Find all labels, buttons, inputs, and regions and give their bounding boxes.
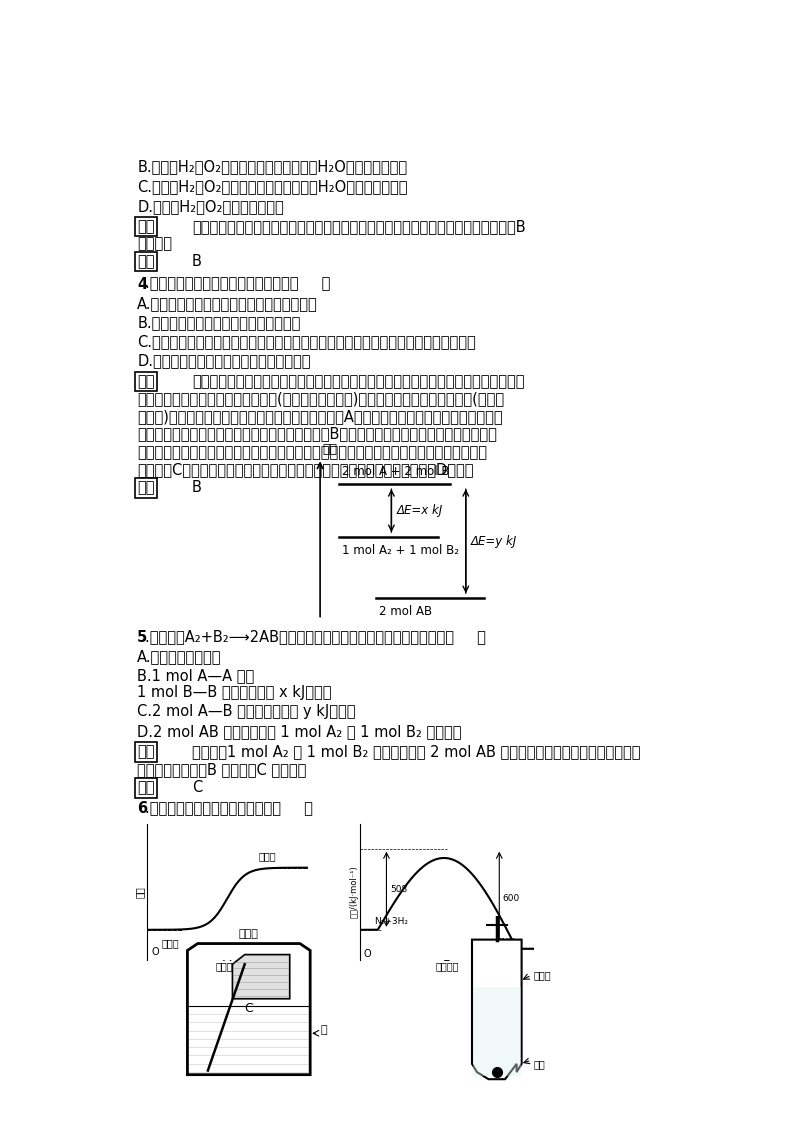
Text: C.反应物H₂和O₂所具有的总能量等于产物H₂O所具有的总能量: C.反应物H₂和O₂所具有的总能量等于产物H₂O所具有的总能量 [138, 179, 408, 194]
Text: 解析: 解析 [138, 745, 154, 760]
Text: ΔE=x kJ: ΔE=x kJ [396, 504, 442, 517]
Text: B.燃料燃烧时只是将化学能转化为了热能: B.燃料燃烧时只是将化学能转化为了热能 [138, 315, 301, 329]
Text: 能量: 能量 [322, 443, 337, 456]
Text: 1 mol B—B 键断裂能放出 x kJ的能量: 1 mol B—B 键断裂能放出 x kJ的能量 [138, 685, 332, 701]
Text: C.生物体内的化学变化过程在能量转化上比在体外发生的一些能量转化更为合理、有效: C.生物体内的化学变化过程在能量转化上比在体外发生的一些能量转化更为合理、有效 [138, 334, 476, 349]
Text: B: B [443, 951, 451, 964]
Text: 的转化过程，生物体内的化学变化过程在能量转化上比体外发生的一些能量转化更为合理、: 的转化过程，生物体内的化学变化过程在能量转化上比体外发生的一些能量转化更为合理、 [138, 445, 487, 460]
Text: 项正确。: 项正确。 [138, 237, 172, 251]
Text: D: D [492, 1002, 502, 1015]
Text: 原反应，过程中化学能转化成了光能、热能等，故B错误；人体内的能量变化是一个能量均衡: 原反应，过程中化学能转化成了光能、热能等，故B错误；人体内的能量变化是一个能量均… [138, 427, 497, 441]
Text: C: C [192, 780, 202, 796]
Text: .有关下列能量转化的认识不正确的是（     ）: .有关下列能量转化的认识不正确的是（ ） [146, 276, 330, 292]
Text: 2 mol AB: 2 mol AB [379, 604, 432, 618]
Text: 5: 5 [138, 629, 147, 644]
Text: 由于该反应为放热反应，因此反应物所具有的总能量高于生成物所具有的总能量，故B: 由于该反应为放热反应，因此反应物所具有的总能量高于生成物所具有的总能量，故B [192, 218, 526, 234]
Text: 解析: 解析 [138, 375, 154, 389]
Text: D.2 mol AB 的总能量高于 1 mol A₂ 和 1 mol B₂ 的总能量: D.2 mol AB 的总能量高于 1 mol A₂ 和 1 mol B₂ 的总… [138, 723, 462, 739]
Text: C.2 mol A—B 键断裂需要吸收 y kJ的能量: C.2 mol A—B 键断裂需要吸收 y kJ的能量 [138, 704, 356, 720]
Text: B.1 mol A—A 键和: B.1 mol A—A 键和 [138, 668, 254, 683]
Text: D.反应物H₂和O₂具有的能量相等: D.反应物H₂和O₂具有的能量相等 [138, 199, 284, 214]
Text: 在可见光的照射下，将二氧化碳和水(细菌为确化氢和水)转化为有机物，并释放出氧气(细菌释: 在可见光的照射下，将二氧化碳和水(细菌为确化氢和水)转化为有机物，并释放出氧气(… [138, 392, 504, 406]
Text: 6: 6 [138, 801, 147, 816]
Text: 有效，故C正确；照明需要光能，人类使用照明设备是将电能转化为光能，故D正确。: 有效，故C正确；照明需要光能，人类使用照明设备是将电能转化为光能，故D正确。 [138, 462, 474, 478]
Text: .化学反应A₂+B₂⟶2AB的能量变化如图所示，则下列说法正确的是（     ）: .化学反应A₂+B₂⟶2AB的能量变化如图所示，则下列说法正确的是（ ） [146, 629, 486, 644]
Text: 1 mol A₂ + 1 mol B₂: 1 mol A₂ + 1 mol B₂ [342, 543, 459, 557]
Text: 答案: 答案 [138, 480, 154, 496]
Text: 答案: 答案 [138, 780, 154, 796]
Text: ΔE=y kJ: ΔE=y kJ [470, 534, 517, 548]
Text: 4: 4 [138, 276, 147, 292]
Text: A.该反应是吸热反应: A.该反应是吸热反应 [138, 649, 222, 663]
Text: 解析: 解析 [138, 218, 154, 234]
Text: B: B [192, 254, 202, 269]
Text: B: B [192, 480, 202, 496]
Text: 裂时需吸收能量，B 项错误，C 项正确。: 裂时需吸收能量，B 项错误，C 项正确。 [138, 762, 306, 777]
Text: A.植物的光合作用使得太阳能转化为了化学能: A.植物的光合作用使得太阳能转化为了化学能 [138, 295, 318, 310]
Text: 答案: 答案 [138, 254, 154, 269]
Text: 放氢气)的生化过程，使得太阳能转化为了化学能，故A正确；燃烧是剧烈的发光放热的氧化还: 放氢气)的生化过程，使得太阳能转化为了化学能，故A正确；燃烧是剧烈的发光放热的氧… [138, 409, 503, 424]
Text: .下列图示的变化是吸热反应的是（     ）: .下列图示的变化是吸热反应的是（ ） [146, 801, 313, 816]
Text: A: A [223, 951, 231, 964]
Text: C: C [245, 1002, 253, 1015]
Text: 植物的光合作用是绿色植物和藻类利用叶绿素等光合色素和某些细菌利用其细胞本身，: 植物的光合作用是绿色植物和藻类利用叶绿素等光合色素和某些细菌利用其细胞本身， [192, 375, 524, 389]
Text: 2 mol A + 2 mol B: 2 mol A + 2 mol B [342, 464, 450, 478]
Text: B.反应物H₂和O₂所具有的总能量高于产物H₂O所具有的总能量: B.反应物H₂和O₂所具有的总能量高于产物H₂O所具有的总能量 [138, 158, 407, 174]
Text: 由图知，1 mol A₂ 和 1 mol B₂ 的总能量高于 2 mol AB 的能量，所以该反应放热；化学键断: 由图知，1 mol A₂ 和 1 mol B₂ 的总能量高于 2 mol AB … [192, 745, 640, 760]
Text: D.人类使用照明设备是将电能转化为了光能: D.人类使用照明设备是将电能转化为了光能 [138, 353, 310, 368]
